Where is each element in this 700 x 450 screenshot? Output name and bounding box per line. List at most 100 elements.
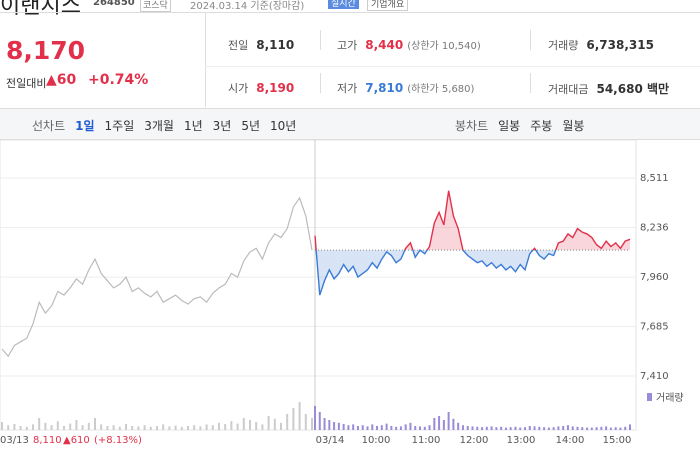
volume-bar bbox=[69, 423, 72, 430]
price-line bbox=[314, 190, 631, 296]
volume-bar bbox=[205, 424, 208, 430]
volume-bar bbox=[342, 424, 345, 430]
volume-bar bbox=[576, 426, 579, 430]
volume-bar bbox=[452, 418, 455, 430]
quote-cell: 저가 7,810 (하한가 5,680) bbox=[337, 80, 474, 96]
volume-bar bbox=[280, 422, 282, 430]
volume-bar bbox=[106, 426, 109, 430]
x-tick-label: 10:00 bbox=[362, 435, 391, 446]
volume-bar bbox=[211, 425, 214, 430]
period-button[interactable]: 1일 bbox=[75, 119, 95, 133]
volume-bar bbox=[323, 418, 326, 430]
volume-bar bbox=[519, 427, 522, 430]
volume-bar bbox=[187, 426, 189, 430]
period-button[interactable]: 10년 bbox=[270, 119, 297, 133]
volume-bar bbox=[1, 422, 3, 430]
volume-bar bbox=[438, 416, 441, 430]
volume-bar bbox=[380, 425, 383, 430]
quote-cell: 거래량 6,738,315 bbox=[548, 37, 658, 53]
volume-bar bbox=[75, 420, 78, 430]
volume-bar bbox=[605, 426, 608, 430]
volume-bar bbox=[19, 426, 22, 430]
y-tick-label: 8,236 bbox=[640, 222, 669, 233]
volume-bar bbox=[586, 427, 589, 430]
divider bbox=[320, 30, 321, 50]
period-button[interactable]: 3년 bbox=[212, 119, 232, 133]
volume-bar bbox=[236, 423, 239, 430]
volume-bar bbox=[168, 426, 171, 430]
volume-bar bbox=[414, 426, 417, 430]
volume-bar bbox=[44, 422, 47, 430]
volume-bar bbox=[514, 426, 517, 430]
volume-bar bbox=[461, 425, 464, 430]
candle-button[interactable]: 주봉 bbox=[530, 119, 553, 133]
volume-bar bbox=[433, 418, 436, 430]
period-button[interactable]: 1년 bbox=[183, 119, 203, 133]
y-tick-label: 7,960 bbox=[640, 272, 669, 283]
quote-cell: 고가 8,440 (상한가 10,540) bbox=[337, 37, 481, 53]
legend-change: ▲610 bbox=[63, 435, 90, 446]
divider bbox=[530, 30, 531, 50]
candle-chart-label[interactable]: 봉차트 bbox=[455, 119, 489, 133]
divider bbox=[205, 66, 700, 67]
volume-bar bbox=[466, 426, 469, 430]
volume-bar bbox=[619, 427, 622, 430]
divider bbox=[320, 73, 321, 93]
volume-bar bbox=[143, 425, 146, 430]
volume-bar bbox=[533, 426, 536, 430]
change: ▲60 bbox=[46, 72, 77, 88]
x-tick-label: 13:00 bbox=[507, 435, 536, 446]
stock-name: 이랜시스 bbox=[0, 0, 81, 19]
volume-bar bbox=[199, 426, 202, 430]
divider bbox=[530, 73, 531, 93]
volume-bar bbox=[347, 425, 350, 430]
volume-bar bbox=[376, 426, 379, 430]
line-chart-label[interactable]: 선차트 bbox=[32, 119, 66, 133]
volume-bar bbox=[25, 426, 28, 430]
volume-bar bbox=[298, 402, 301, 430]
period-button[interactable]: 1주일 bbox=[104, 119, 135, 133]
quote-note: (상한가 10,540) bbox=[407, 41, 481, 52]
x-tick-label: 12:00 bbox=[460, 435, 489, 446]
period-button[interactable]: 3개월 bbox=[144, 119, 174, 133]
quote-label: 시가 bbox=[228, 82, 249, 95]
volume-bar bbox=[485, 426, 488, 430]
price: 8,170 bbox=[6, 36, 86, 65]
volume-bar bbox=[311, 418, 313, 430]
company-info-button[interactable]: 기업개요 bbox=[367, 0, 409, 11]
volume-bar bbox=[500, 426, 503, 430]
volume-bar bbox=[385, 423, 388, 430]
line-periods: 선차트 1일 1주일 3개월 1년 3년 5년 10년 bbox=[32, 117, 306, 134]
volume-bar bbox=[404, 424, 407, 430]
volume-bar bbox=[547, 427, 550, 430]
realtime-button[interactable]: 실시간 bbox=[328, 0, 359, 9]
volume-bar bbox=[581, 427, 584, 430]
volume-bar bbox=[242, 418, 245, 430]
quote-value: 54,680 백만 bbox=[596, 82, 670, 96]
volume-bar bbox=[590, 427, 593, 430]
price-line bbox=[1, 196, 313, 358]
volume-bar bbox=[38, 418, 41, 430]
quote-label: 저가 bbox=[337, 82, 358, 95]
candle-button[interactable]: 월봉 bbox=[562, 119, 585, 133]
volume-bar bbox=[273, 418, 276, 430]
legend-pct: (+8.13%) bbox=[94, 435, 142, 446]
y-tick-label: 7,410 bbox=[640, 371, 669, 382]
volume-bar bbox=[457, 422, 460, 430]
volume-bar bbox=[230, 421, 233, 430]
volume-bar bbox=[94, 418, 96, 430]
volume-bar bbox=[112, 425, 115, 430]
volume-bar bbox=[552, 427, 555, 430]
volume-bar bbox=[333, 422, 336, 430]
legend-price: 8,110 bbox=[33, 435, 62, 446]
period-button[interactable]: 5년 bbox=[241, 119, 261, 133]
volume-bar bbox=[538, 426, 541, 430]
volume-bar bbox=[471, 426, 474, 430]
volume-bar bbox=[224, 424, 227, 430]
volume-bar bbox=[13, 424, 16, 430]
volume-bar bbox=[409, 422, 412, 430]
volume-bar bbox=[337, 422, 340, 430]
candle-button[interactable]: 일봉 bbox=[498, 119, 521, 133]
volume-bar bbox=[419, 426, 421, 430]
